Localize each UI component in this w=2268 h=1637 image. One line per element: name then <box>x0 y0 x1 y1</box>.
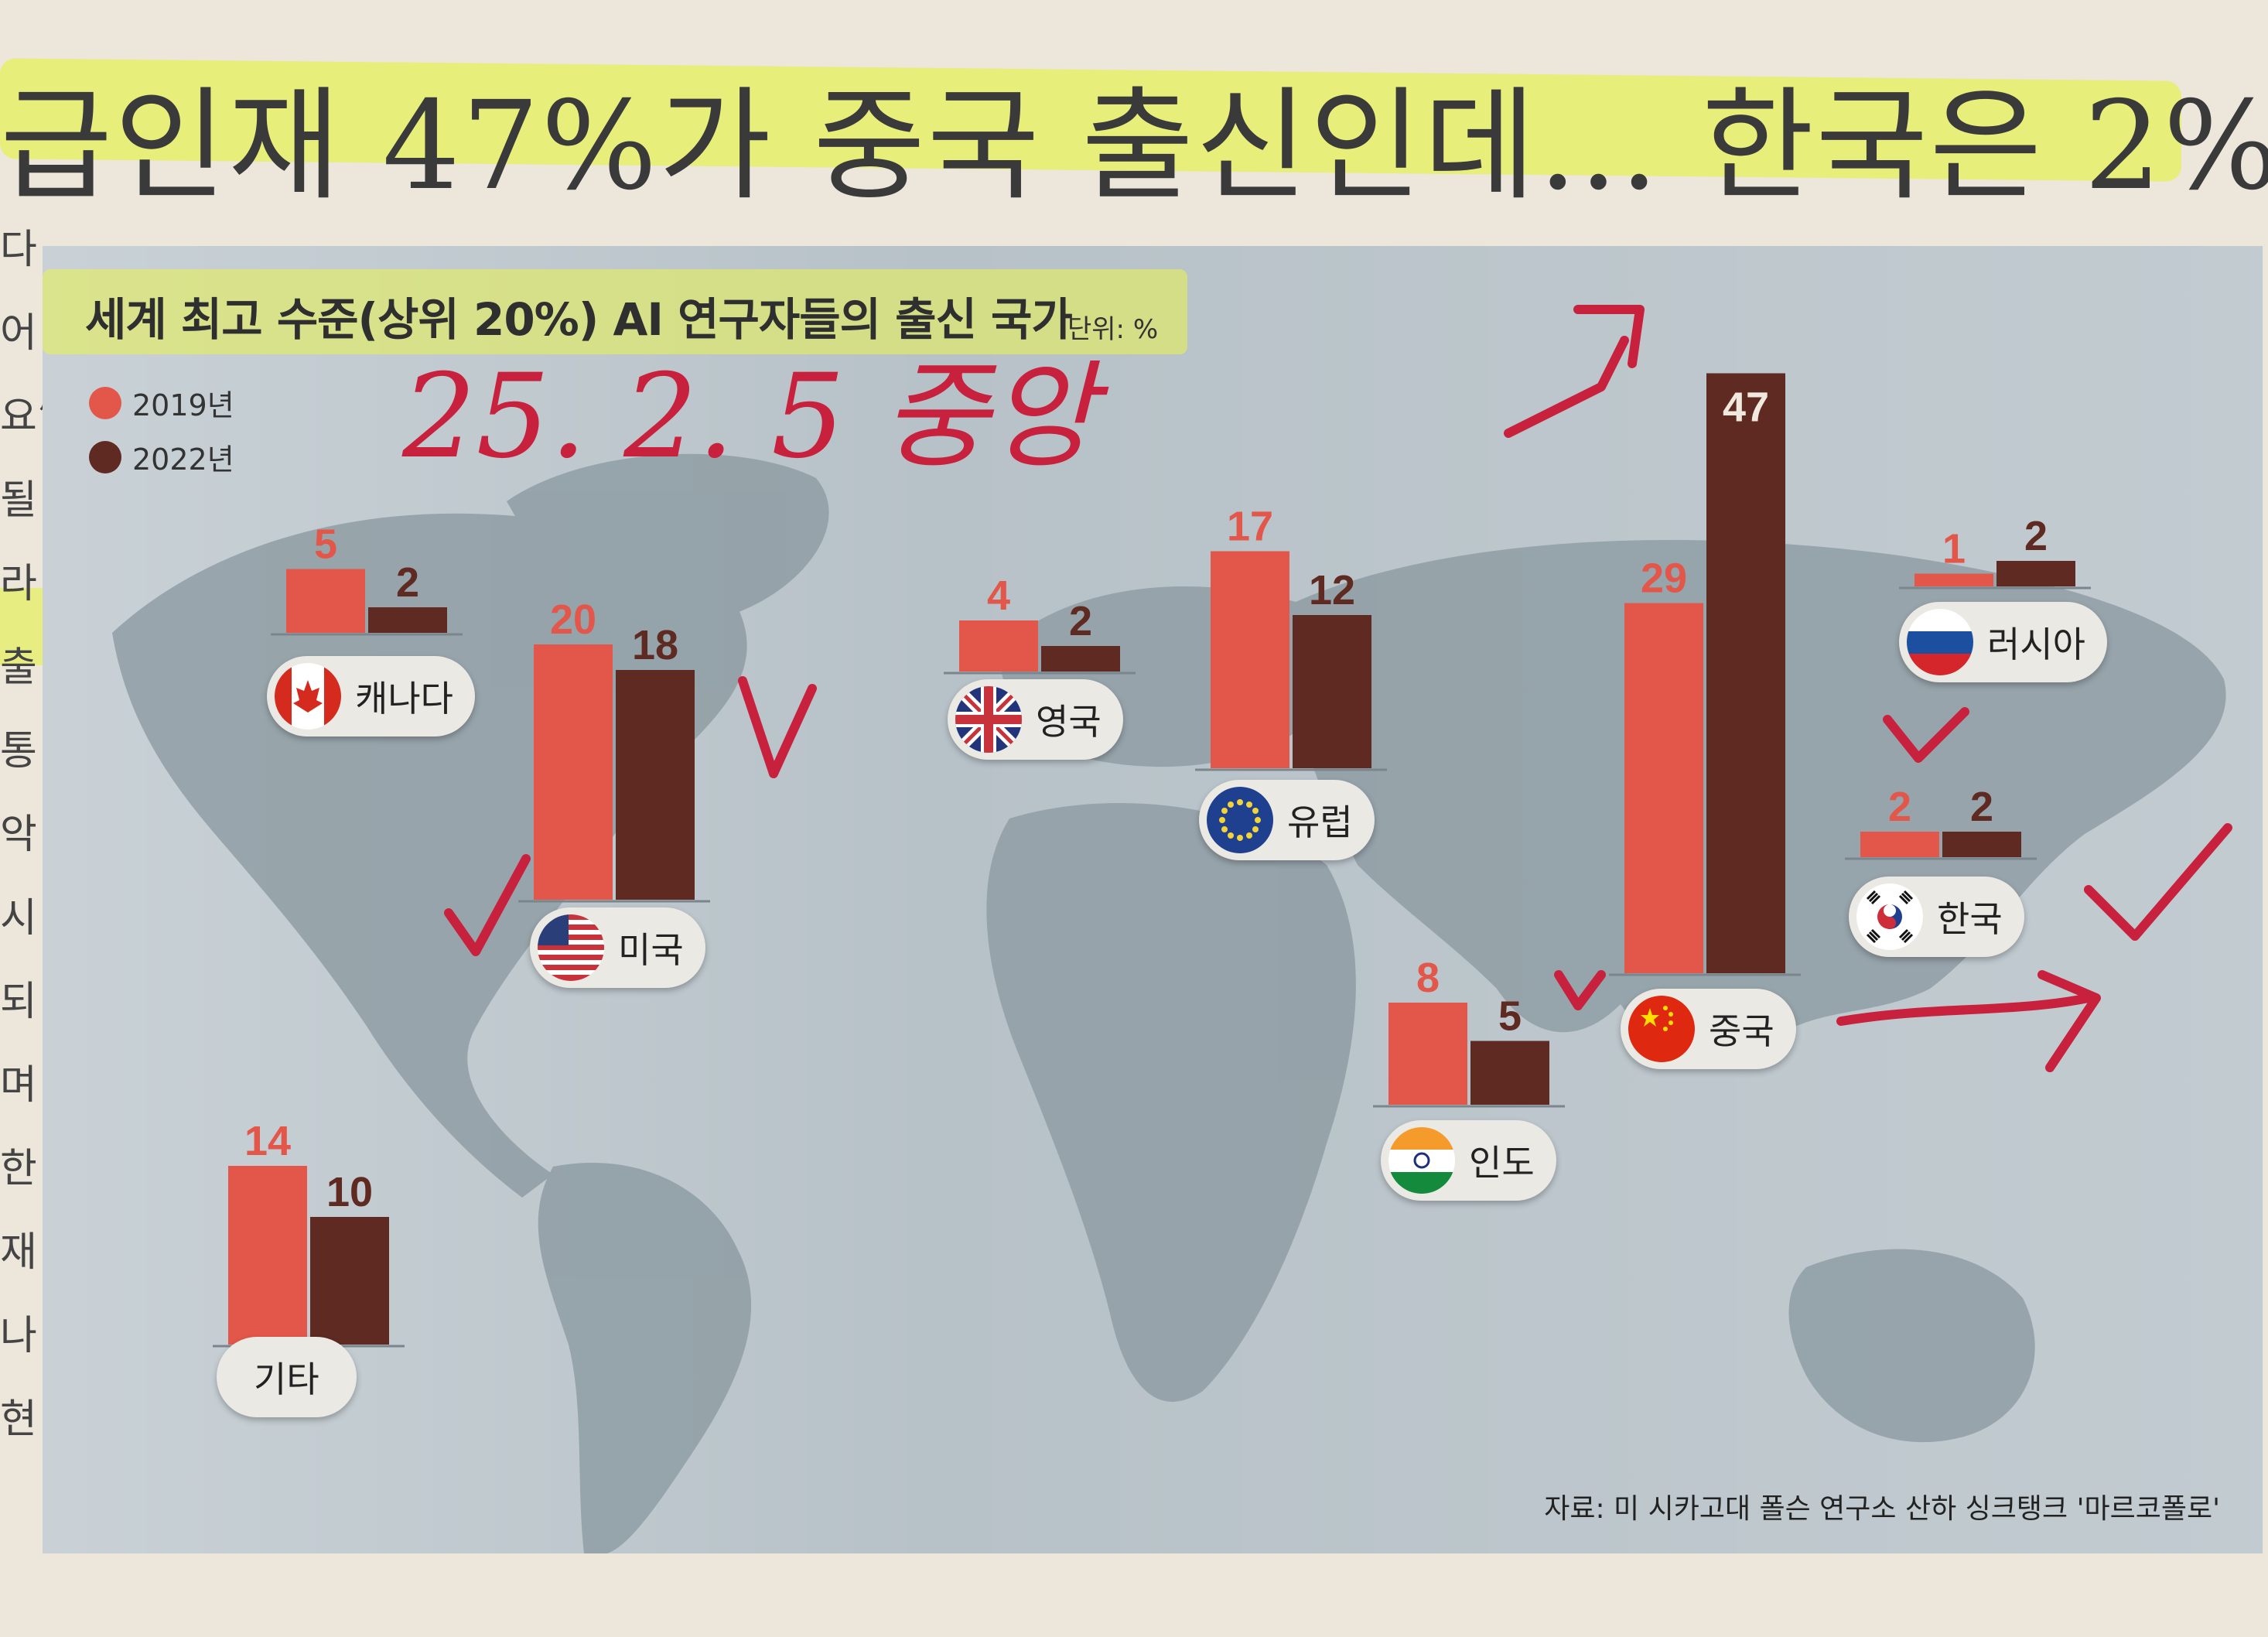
korea-flag-icon <box>1856 883 1923 950</box>
pill-label-usa: 미국 <box>618 929 684 971</box>
bar-7-0 <box>1388 1003 1467 1105</box>
map-south-america <box>538 1162 752 1553</box>
left-column-char: 시 <box>0 895 37 942</box>
pill-china: 중국 <box>1621 989 1796 1069</box>
legend-swatch-2022 <box>89 440 121 473</box>
legend-item-2019: 2019년 <box>89 381 234 424</box>
bar-4-1 <box>1706 373 1785 973</box>
value-label-2-1: 2 <box>1069 598 1092 644</box>
left-column-char: 출 <box>0 644 37 691</box>
bar-3-1 <box>1293 615 1371 768</box>
left-column-char: 될 <box>0 477 37 524</box>
map-greenland <box>507 453 829 621</box>
pill-europe: 유럽 <box>1199 780 1375 860</box>
usa-flag-icon <box>538 914 604 981</box>
pill-label-uk: 영국 <box>1036 701 1102 743</box>
left-column-char: 재 <box>0 1229 37 1276</box>
value-label-1-1: 18 <box>632 622 678 668</box>
pill-label-india: 인도 <box>1469 1142 1535 1184</box>
russia-flag-icon <box>1907 609 1973 675</box>
pill-label-russia: 러시아 <box>1987 624 2085 665</box>
bar-4-0 <box>1624 603 1703 973</box>
left-column-char: 통 <box>0 728 37 774</box>
bar-1-0 <box>534 644 613 900</box>
india-flag-icon <box>1388 1127 1455 1194</box>
value-label-6-1: 2 <box>1970 784 1993 830</box>
value-label-5-1: 2 <box>2024 513 2048 559</box>
value-label-3-0: 17 <box>1227 504 1273 550</box>
pill-other: 기타 <box>217 1337 357 1417</box>
value-label-6-0: 2 <box>1888 784 1911 830</box>
left-column-char: 요” <box>0 394 58 440</box>
value-label-4-1: 47 <box>1723 384 1769 431</box>
left-column-char: 어 <box>0 310 37 357</box>
left-column-char: 한 <box>0 1146 37 1192</box>
left-column-char: 악 <box>0 812 37 858</box>
left-column-char: 되 <box>0 979 37 1025</box>
left-column-char: 나 <box>0 1313 37 1359</box>
pill-usa: 미국 <box>530 907 705 988</box>
map-australia <box>1788 1249 2035 1443</box>
value-label-8-0: 14 <box>244 1118 291 1164</box>
pill-label-china: 중국 <box>1709 1010 1774 1052</box>
legend-label-2019: 2019년 <box>132 388 234 422</box>
value-label-1-0: 20 <box>550 596 596 643</box>
pill-label-korea: 한국 <box>1937 898 2003 940</box>
eu-flag-icon <box>1207 787 1273 853</box>
left-column-char: 다 <box>0 227 37 273</box>
pill-canada: 캐나다 <box>267 656 475 736</box>
bar-2-0 <box>959 620 1038 672</box>
legend-swatch-2019 <box>89 386 121 419</box>
value-label-7-1: 5 <box>1498 993 1522 1040</box>
bar-7-1 <box>1470 1041 1549 1105</box>
bar-1-1 <box>616 670 695 900</box>
bar-0-0 <box>286 569 365 633</box>
infographic-panel: 세계 최고 수준(상위 20%) AI 연구자들의 출신 국가 단위: % 20… <box>43 246 2263 1553</box>
chart-title: 세계 최고 수준(상위 20%) AI 연구자들의 출신 국가 <box>85 293 1073 346</box>
pill-label-canada: 캐나다 <box>355 678 453 719</box>
bar-2-1 <box>1041 646 1120 672</box>
uk-flag-icon <box>955 686 1022 753</box>
china-flag-icon <box>1628 996 1695 1062</box>
headline-area: 급인재 47%가 중국 출신인데… 한국은 2% <box>0 15 2268 217</box>
bar-5-1 <box>1996 561 2075 586</box>
bar-0-1 <box>368 607 447 633</box>
pill-russia: 러시아 <box>1899 602 2107 682</box>
value-label-3-1: 12 <box>1309 567 1355 613</box>
source-note: 자료: 미 시카고대 폴슨 연구소 산하 싱크탱크 '마르코폴로' <box>1544 1493 2220 1525</box>
bar-3-0 <box>1211 551 1289 768</box>
bar-8-0 <box>228 1166 307 1345</box>
canada-flag-icon <box>275 663 341 730</box>
value-label-0-0: 5 <box>314 521 337 568</box>
pill-uk: 영국 <box>948 679 1123 760</box>
pill-korea: 한국 <box>1849 877 2024 957</box>
left-column-char: 현 <box>0 1396 37 1443</box>
bar-8-1 <box>310 1217 389 1345</box>
pill-label-other: 기타 <box>254 1358 319 1400</box>
bar-5-0 <box>1914 573 1993 586</box>
legend-label-2022: 2022년 <box>132 443 234 477</box>
pill-label-europe: 유럽 <box>1287 801 1353 843</box>
left-column-char: 라 <box>0 561 37 607</box>
left-column-char: 며 <box>0 1062 37 1109</box>
headline: 급인재 47%가 중국 출신인데… 한국은 2% <box>0 75 2268 217</box>
map-africa <box>986 803 1356 1402</box>
bar-6-0 <box>1860 832 1939 857</box>
value-label-2-0: 4 <box>987 572 1010 619</box>
value-label-8-1: 10 <box>326 1169 373 1215</box>
bar-6-1 <box>1942 832 2021 857</box>
value-label-5-0: 1 <box>1942 526 1966 572</box>
pill-india: 인도 <box>1381 1120 1556 1201</box>
legend-item-2022: 2022년 <box>89 436 234 478</box>
unit-label: 단위: % <box>1067 314 1159 345</box>
value-label-7-0: 8 <box>1416 955 1440 1001</box>
title-highlighter-mark <box>43 269 1187 354</box>
value-label-0-1: 2 <box>396 559 419 606</box>
value-label-4-0: 29 <box>1641 555 1687 602</box>
